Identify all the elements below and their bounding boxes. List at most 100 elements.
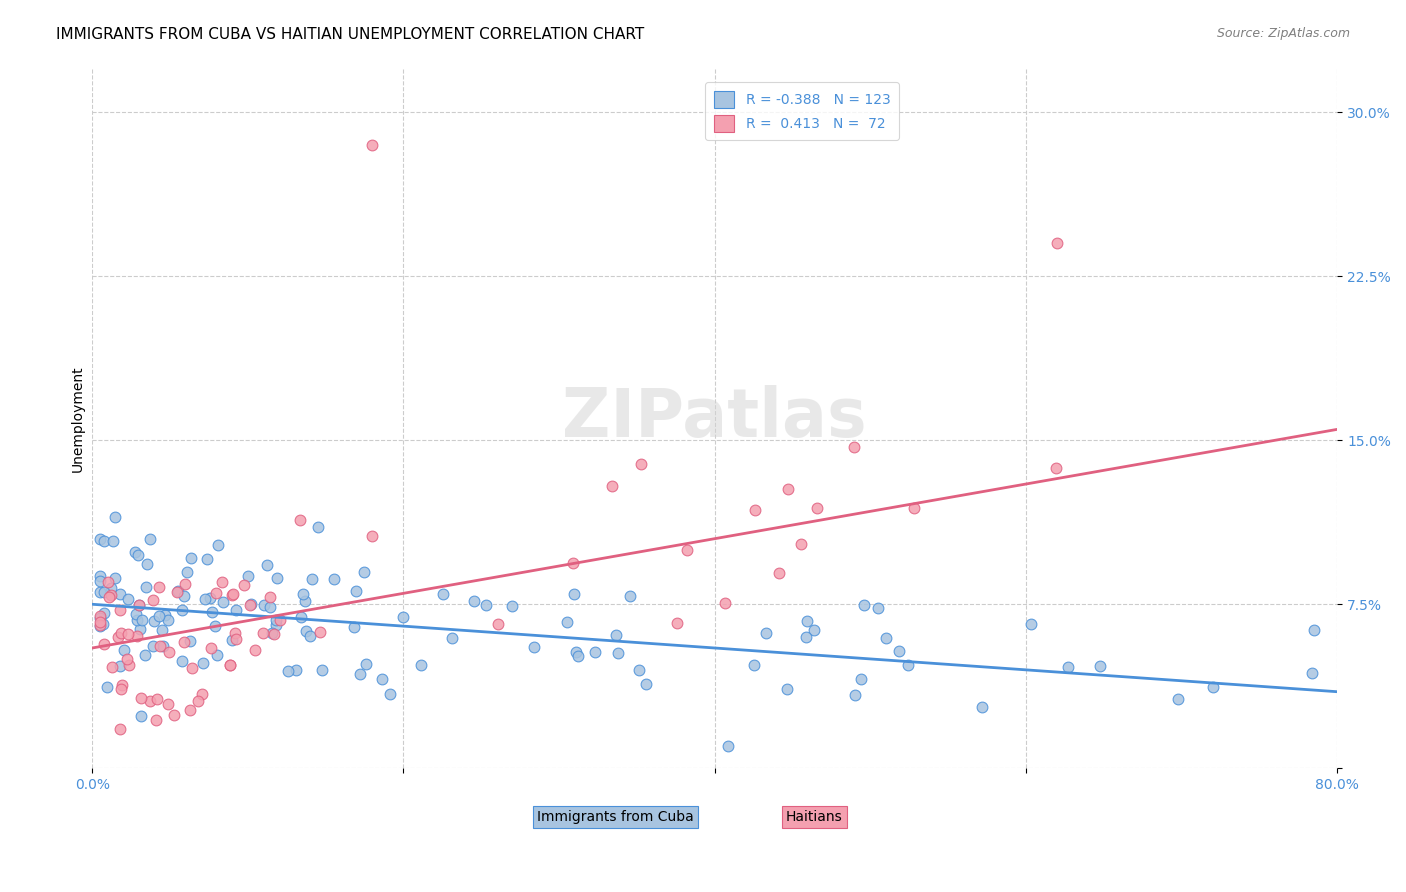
Haitians bbox=[179, 703, 201, 717]
Immigrants from Cuba bbox=[475, 598, 498, 612]
Haitians bbox=[111, 678, 134, 692]
Haitians bbox=[148, 580, 170, 594]
Immigrants from Cuba bbox=[93, 584, 115, 599]
Immigrants from Cuba bbox=[221, 632, 243, 647]
Immigrants from Cuba bbox=[148, 609, 170, 624]
Haitians bbox=[93, 637, 115, 651]
Immigrants from Cuba bbox=[100, 581, 122, 595]
Haitians bbox=[173, 635, 195, 649]
Immigrants from Cuba bbox=[176, 566, 198, 580]
Immigrants from Cuba bbox=[195, 551, 218, 566]
Haitians bbox=[157, 697, 180, 711]
Text: Source: ZipAtlas.com: Source: ZipAtlas.com bbox=[1216, 27, 1350, 40]
Immigrants from Cuba bbox=[628, 663, 651, 677]
Haitians bbox=[778, 482, 800, 496]
Immigrants from Cuba bbox=[141, 640, 163, 654]
Immigrants from Cuba bbox=[371, 672, 394, 686]
Immigrants from Cuba bbox=[212, 595, 235, 609]
Immigrants from Cuba bbox=[134, 648, 156, 662]
Immigrants from Cuba bbox=[564, 644, 586, 658]
Immigrants from Cuba bbox=[264, 613, 287, 627]
Haitians bbox=[842, 440, 865, 454]
Haitians bbox=[1045, 460, 1067, 475]
Haitians bbox=[245, 643, 267, 657]
Immigrants from Cuba bbox=[354, 657, 377, 671]
Immigrants from Cuba bbox=[844, 688, 866, 702]
Haitians bbox=[108, 603, 131, 617]
Haitians bbox=[128, 599, 150, 613]
Haitians bbox=[205, 586, 228, 600]
Haitians bbox=[806, 501, 828, 516]
Immigrants from Cuba bbox=[1301, 665, 1323, 680]
Haitians bbox=[263, 627, 285, 641]
Immigrants from Cuba bbox=[89, 532, 111, 546]
Immigrants from Cuba bbox=[970, 699, 993, 714]
Haitians bbox=[252, 625, 274, 640]
Haitians bbox=[224, 626, 246, 640]
Immigrants from Cuba bbox=[1019, 616, 1042, 631]
Immigrants from Cuba bbox=[277, 664, 299, 678]
Haitians bbox=[790, 537, 813, 551]
Immigrants from Cuba bbox=[742, 657, 765, 672]
Haitians bbox=[129, 690, 152, 705]
Haitians bbox=[239, 598, 262, 612]
Immigrants from Cuba bbox=[564, 587, 586, 601]
Haitians bbox=[744, 503, 766, 517]
Immigrants from Cuba bbox=[167, 583, 190, 598]
Haitians bbox=[219, 658, 242, 673]
Immigrants from Cuba bbox=[153, 607, 176, 622]
Immigrants from Cuba bbox=[170, 654, 193, 668]
Haitians bbox=[142, 592, 165, 607]
Immigrants from Cuba bbox=[1167, 691, 1189, 706]
Haitians bbox=[361, 138, 384, 153]
Immigrants from Cuba bbox=[104, 571, 127, 585]
Text: Haitians: Haitians bbox=[786, 810, 842, 824]
Immigrants from Cuba bbox=[323, 572, 346, 586]
Immigrants from Cuba bbox=[264, 618, 287, 632]
Immigrants from Cuba bbox=[170, 602, 193, 616]
Haitians bbox=[309, 625, 332, 640]
Immigrants from Cuba bbox=[238, 569, 260, 583]
Text: Immigrants from Cuba: Immigrants from Cuba bbox=[537, 810, 693, 824]
Haitians bbox=[486, 617, 509, 632]
Haitians bbox=[221, 588, 243, 602]
Immigrants from Cuba bbox=[117, 591, 139, 606]
Haitians bbox=[100, 588, 122, 602]
Haitians bbox=[200, 641, 222, 656]
Immigrants from Cuba bbox=[794, 630, 817, 644]
Immigrants from Cuba bbox=[875, 631, 897, 645]
Immigrants from Cuba bbox=[889, 644, 911, 658]
Immigrants from Cuba bbox=[179, 634, 201, 648]
Immigrants from Cuba bbox=[301, 572, 323, 586]
Haitians bbox=[562, 556, 585, 570]
Immigrants from Cuba bbox=[101, 533, 124, 548]
Immigrants from Cuba bbox=[173, 589, 195, 603]
Immigrants from Cuba bbox=[89, 611, 111, 625]
Immigrants from Cuba bbox=[89, 619, 111, 633]
Haitians bbox=[108, 722, 131, 736]
Immigrants from Cuba bbox=[112, 642, 135, 657]
Haitians bbox=[89, 618, 111, 632]
Immigrants from Cuba bbox=[299, 628, 322, 642]
Immigrants from Cuba bbox=[204, 618, 226, 632]
Haitians bbox=[1046, 236, 1069, 251]
Haitians bbox=[101, 660, 124, 674]
Immigrants from Cuba bbox=[776, 682, 799, 697]
Immigrants from Cuba bbox=[259, 600, 281, 615]
Immigrants from Cuba bbox=[104, 509, 127, 524]
Haitians bbox=[157, 645, 180, 659]
Immigrants from Cuba bbox=[127, 549, 149, 563]
Haitians bbox=[269, 613, 291, 627]
Immigrants from Cuba bbox=[125, 613, 148, 627]
Haitians bbox=[125, 629, 148, 643]
Immigrants from Cuba bbox=[555, 615, 578, 629]
Immigrants from Cuba bbox=[440, 631, 463, 645]
Haitians bbox=[145, 691, 167, 706]
Immigrants from Cuba bbox=[240, 597, 263, 611]
Immigrants from Cuba bbox=[290, 609, 312, 624]
Haitians bbox=[225, 632, 247, 646]
Haitians bbox=[107, 630, 129, 644]
Immigrants from Cuba bbox=[567, 648, 589, 663]
Immigrants from Cuba bbox=[343, 620, 366, 634]
Immigrants from Cuba bbox=[260, 625, 283, 640]
